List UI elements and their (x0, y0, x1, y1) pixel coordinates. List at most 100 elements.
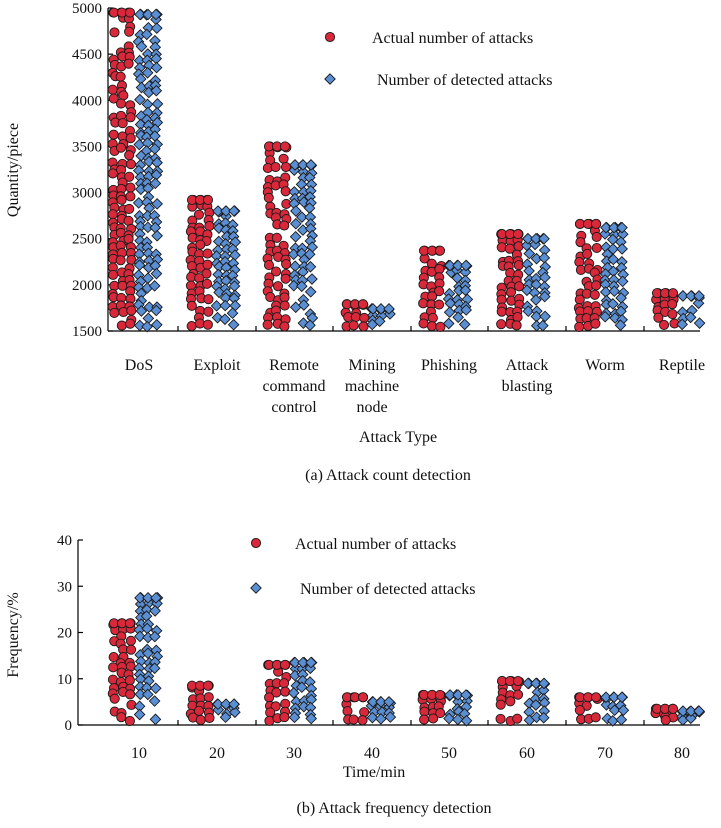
red-marker (124, 26, 135, 37)
red-marker (271, 232, 282, 243)
blue-marker (295, 681, 308, 694)
blue-marker (219, 711, 232, 724)
blue-marker (366, 711, 379, 724)
red-marker (280, 273, 291, 284)
y-tick-label: 4000 (72, 93, 102, 109)
red-marker (660, 715, 671, 726)
blue-marker-top (616, 221, 628, 234)
blue-marker-top (383, 303, 395, 315)
y-tick-label: 3000 (72, 186, 102, 202)
y-tick-label: 10 (57, 672, 72, 688)
red-marker (201, 268, 212, 279)
red-marker (512, 713, 523, 724)
red-marker (125, 318, 136, 329)
blue-marker-top (150, 8, 162, 21)
red-marker (271, 266, 282, 277)
blue-marker (151, 198, 163, 210)
data-point-cluster (210, 205, 242, 331)
chart-attack-frequency: 0 10 20 30 40 10 20 30 40 50 60 70 80 Actual number o… (5, 533, 706, 817)
red-marker (359, 707, 370, 718)
red-marker (202, 319, 213, 330)
blue-marker (676, 318, 688, 331)
blue-marker (538, 251, 551, 264)
legend-detected-label: Number of detected attacks (377, 72, 552, 89)
red-marker (426, 321, 437, 332)
blue-marker-top (530, 677, 542, 690)
red-marker (116, 320, 127, 331)
blue-marker (134, 630, 146, 643)
data-point-cluster (211, 698, 241, 724)
blue-marker (522, 305, 535, 318)
blue-marker (219, 313, 231, 326)
blue-marker (443, 712, 455, 725)
red-marker-top (667, 288, 679, 299)
y-tick-label: 2000 (72, 278, 102, 294)
blue-marker (537, 711, 550, 724)
blue-marker-top (600, 221, 612, 234)
blue-marker (135, 305, 148, 317)
blue-marker (684, 712, 697, 725)
red-marker (513, 689, 524, 700)
red-marker (262, 319, 273, 330)
blue-marker-top (289, 159, 301, 171)
red-marker (201, 278, 213, 289)
red-marker (511, 320, 522, 331)
red-marker (264, 692, 275, 703)
data-point-cluster (574, 692, 603, 725)
red-marker (125, 112, 136, 123)
red-marker-top (434, 689, 446, 700)
blue-marker-top (142, 591, 154, 604)
y-tick-label: 40 (57, 533, 72, 549)
red-marker (279, 712, 290, 723)
legend-actual-label: Actual number of attacks (372, 30, 533, 47)
red-marker (435, 321, 446, 332)
legend-detected-marker (250, 582, 262, 594)
blue-marker (452, 311, 465, 324)
blue-marker (460, 714, 473, 727)
data-point-cluster (287, 656, 318, 725)
red-marker (125, 191, 136, 202)
data-point-cluster (132, 8, 164, 333)
blue-marker (607, 298, 619, 310)
blue-marker (616, 243, 628, 255)
x-tick-label: 40 (364, 745, 380, 762)
red-marker (202, 259, 213, 270)
blue-marker (229, 706, 241, 719)
x-tick-label: 60 (519, 745, 535, 762)
blue-marker (150, 61, 163, 74)
blue-marker (150, 22, 163, 35)
blue-marker-top (220, 205, 232, 217)
red-marker (667, 308, 678, 320)
blue-marker (536, 319, 549, 332)
red-marker (419, 714, 430, 725)
blue-marker-top (693, 290, 705, 302)
red-marker (117, 118, 128, 129)
y-tick-label: 20 (57, 626, 72, 642)
red-marker-top (202, 194, 214, 206)
blue-marker (212, 703, 225, 716)
red-marker (124, 203, 135, 215)
blue-marker (615, 713, 628, 726)
blue-marker (693, 317, 706, 329)
blue-marker (140, 28, 153, 41)
y-axis-title: Frequency/% (5, 592, 22, 677)
red-marker (279, 220, 290, 231)
blue-marker (452, 713, 464, 726)
red-marker (126, 305, 137, 316)
legend-actual-marker (324, 31, 336, 43)
blue-marker (141, 688, 154, 701)
red-marker (428, 713, 439, 724)
red-marker (125, 182, 136, 193)
data-point-cluster (107, 7, 137, 331)
red-marker (514, 281, 525, 292)
red-marker (496, 319, 507, 330)
blue-marker (289, 230, 302, 243)
red-marker (109, 307, 120, 318)
red-marker (357, 715, 368, 726)
blue-marker (148, 695, 161, 707)
blue-marker (599, 310, 611, 323)
blue-marker (684, 311, 697, 324)
data-point-cluster (676, 290, 706, 331)
red-marker (574, 294, 585, 305)
blue-marker (219, 299, 232, 312)
